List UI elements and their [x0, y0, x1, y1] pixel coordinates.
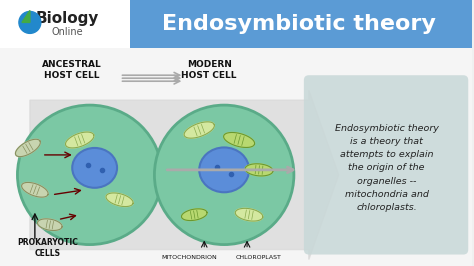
Text: CHLOROPLAST: CHLOROPLAST: [236, 255, 282, 260]
Text: Online: Online: [52, 27, 83, 38]
Polygon shape: [37, 219, 62, 230]
Text: Endosymbiotic theory: Endosymbiotic theory: [162, 14, 436, 34]
Polygon shape: [30, 90, 339, 260]
Polygon shape: [65, 132, 94, 148]
Polygon shape: [182, 209, 207, 221]
Polygon shape: [235, 208, 263, 221]
Ellipse shape: [72, 148, 117, 188]
Text: ANCESTRAL
HOST CELL: ANCESTRAL HOST CELL: [42, 60, 101, 80]
Polygon shape: [184, 122, 214, 138]
Text: MITOCHONDRION: MITOCHONDRION: [162, 255, 217, 260]
Polygon shape: [16, 139, 40, 157]
FancyBboxPatch shape: [0, 1, 129, 48]
FancyBboxPatch shape: [0, 1, 472, 48]
Polygon shape: [224, 132, 255, 147]
Text: MODERN
HOST CELL: MODERN HOST CELL: [182, 60, 237, 80]
Ellipse shape: [199, 147, 249, 192]
Ellipse shape: [155, 105, 294, 244]
FancyBboxPatch shape: [0, 48, 472, 265]
Polygon shape: [22, 182, 48, 197]
Ellipse shape: [18, 105, 162, 244]
Circle shape: [19, 11, 41, 33]
Polygon shape: [106, 193, 133, 207]
Polygon shape: [245, 164, 273, 176]
Text: Biology: Biology: [36, 11, 100, 26]
Polygon shape: [22, 10, 30, 22]
Text: Endosymbiotic theory
is a theory that
attempts to explain
the origin of the
orga: Endosymbiotic theory is a theory that at…: [335, 124, 438, 212]
FancyBboxPatch shape: [304, 75, 468, 255]
Text: PROKARYOTIC
CELLS: PROKARYOTIC CELLS: [18, 238, 78, 257]
